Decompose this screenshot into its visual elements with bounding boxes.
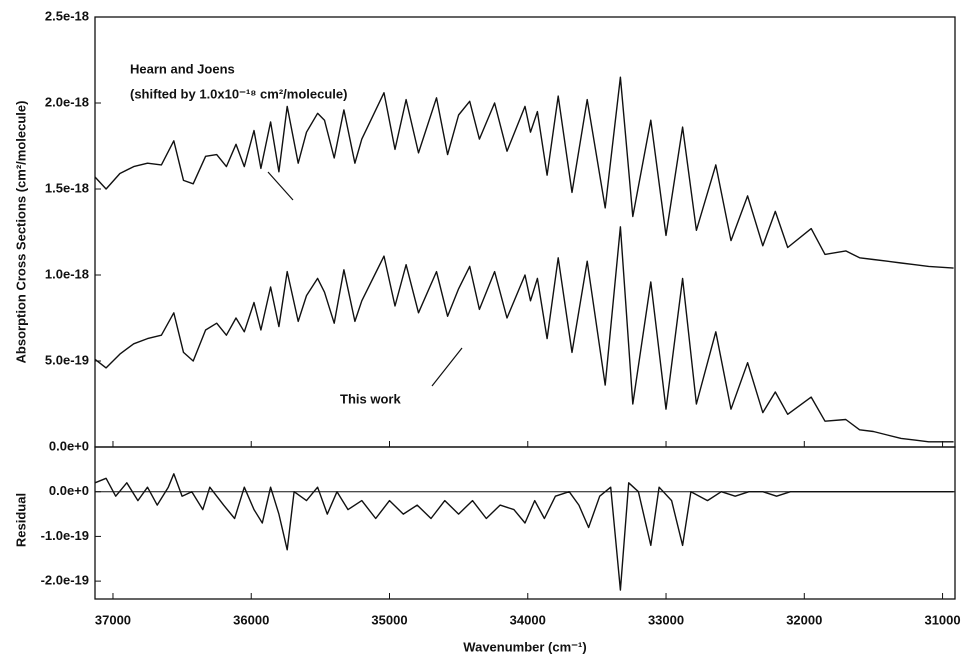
data-line [94, 76, 954, 269]
annotation: (shifted by 1.0x10⁻¹⁸ cm²/molecule) [130, 86, 347, 101]
x-tick-label: 35000 [371, 612, 407, 627]
data-line [94, 473, 954, 591]
x-tick-label: 32000 [786, 612, 822, 627]
y-axis-label: Absorption Cross Sections (cm²/molecule) [13, 101, 28, 364]
annotation-arrow [431, 347, 463, 387]
y-tick-label: -1.0e-19 [41, 528, 89, 543]
y-tick-label: 2.5e-18 [45, 8, 89, 23]
annotation: Hearn and Joens [130, 61, 235, 76]
x-tick-label: 34000 [510, 612, 546, 627]
plot-frame [94, 16, 956, 448]
y-tick-label: 1.0e-18 [45, 266, 89, 281]
residual-frame [94, 446, 956, 600]
data-line [94, 226, 954, 443]
y-tick-label: 0.0e+0 [49, 438, 89, 453]
x-tick-label: 37000 [95, 612, 131, 627]
y-tick-label: 1.5e-18 [45, 180, 89, 195]
x-axis-label: Wavenumber (cm⁻¹) [463, 639, 586, 654]
annotation: This work [340, 391, 401, 406]
x-tick-label: 36000 [233, 612, 269, 627]
annotation-arrow [267, 171, 294, 201]
y-tick-label: 2.0e-18 [45, 94, 89, 109]
x-tick-label: 33000 [648, 612, 684, 627]
y-tick-label: 0.0e+0 [49, 483, 89, 498]
y-axis-label: Residual [13, 493, 28, 547]
y-tick-label: 5.0e-19 [45, 352, 89, 367]
y-tick-label: -2.0e-19 [41, 573, 89, 588]
x-tick-label: 31000 [924, 612, 960, 627]
